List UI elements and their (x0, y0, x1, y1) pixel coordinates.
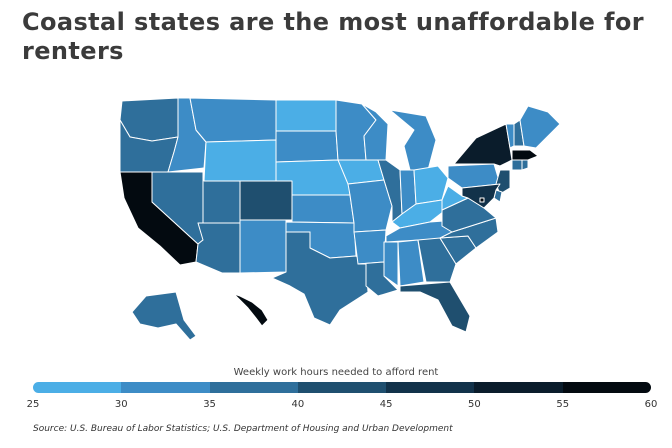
state-md (461, 183, 501, 209)
legend-tick-label: 25 (26, 399, 40, 410)
state-wi (361, 103, 389, 161)
state-dc (479, 197, 485, 203)
legend-ticks: 25 30 35 40 45 50 55 60 (27, 399, 658, 413)
state-ms (383, 241, 399, 287)
state-tx (271, 231, 369, 326)
legend-swatch-45-50 (386, 382, 475, 393)
map-title: Coastal states are the most unaffordable… (22, 8, 644, 65)
state-al (397, 239, 425, 287)
legend-tick-label: 45 (379, 399, 393, 410)
state-ak (131, 291, 197, 341)
state-mi (389, 109, 437, 171)
legend-tick-label: 40 (291, 399, 305, 410)
state-wy (203, 139, 277, 182)
state-nj (495, 169, 511, 195)
state-nm (239, 219, 287, 274)
legend-swatch-50-55 (474, 382, 563, 393)
state-mo (347, 179, 393, 233)
legend-swatch-30-35 (121, 382, 210, 393)
state-fl (399, 281, 471, 333)
legend-swatch-55-60 (562, 382, 651, 393)
state-ct (511, 159, 523, 171)
state-sd (275, 130, 339, 163)
legend-swatch-35-40 (209, 382, 298, 393)
state-mt (189, 97, 277, 143)
legend-color-bar (33, 382, 651, 393)
state-ri (521, 159, 529, 171)
state-pa (447, 163, 501, 189)
state-oh (413, 165, 449, 205)
legend-title: Weekly work hours needed to afford rent (233, 367, 439, 378)
state-ma (511, 149, 539, 161)
legend-tick-label: 50 (468, 399, 481, 410)
state-hi (233, 293, 269, 327)
state-ks (291, 194, 355, 224)
state-co (239, 180, 293, 221)
state-ar (353, 229, 387, 265)
legend-swatch-25-30 (33, 382, 122, 393)
legend-swatch-40-45 (297, 382, 387, 393)
state-me (519, 105, 561, 149)
legend-tick-label: 30 (114, 399, 128, 410)
state-az (195, 222, 241, 274)
legend-tick-label: 55 (556, 399, 570, 410)
state-nd (275, 99, 337, 132)
source-note: Source: U.S. Bureau of Labor Statistics;… (33, 424, 453, 434)
legend-tick-label: 35 (203, 399, 216, 410)
state-ny (453, 123, 513, 167)
legend-tick-label: 60 (644, 399, 658, 410)
